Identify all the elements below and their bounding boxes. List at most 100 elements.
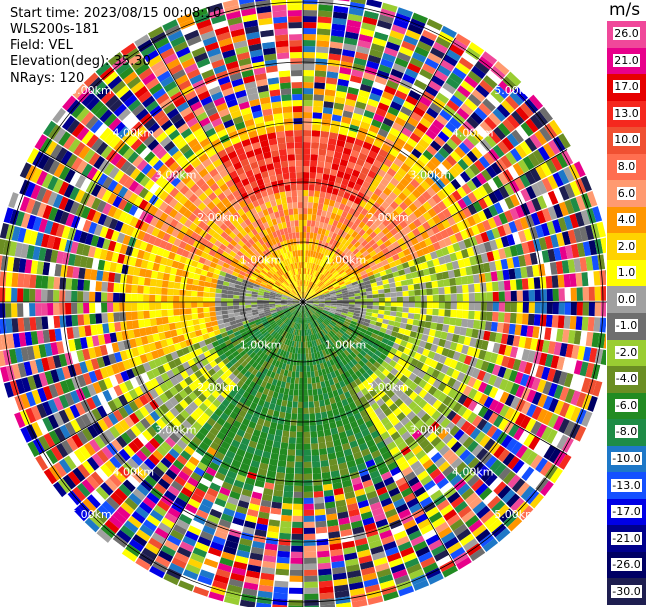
radar-gate xyxy=(525,489,540,505)
radar-gate xyxy=(354,362,362,371)
radar-gate xyxy=(350,320,358,326)
radar-gate xyxy=(446,49,461,62)
radar-gate xyxy=(558,185,570,201)
radar-gate xyxy=(318,568,332,576)
radar-gate xyxy=(443,278,451,287)
radar-gate xyxy=(350,278,358,284)
radar-gate xyxy=(107,302,114,313)
radar-gate xyxy=(324,217,330,224)
radar-gate xyxy=(356,276,363,281)
radar-gate xyxy=(449,43,465,57)
radar-gate xyxy=(155,279,163,288)
radar-gate xyxy=(597,254,606,270)
radar-gate xyxy=(432,193,442,204)
radar-gate xyxy=(406,318,414,325)
radar-gate xyxy=(309,281,313,288)
radar-gate xyxy=(341,238,348,246)
radar-gate xyxy=(361,273,369,279)
radar-gate xyxy=(345,330,352,336)
radar-gate xyxy=(570,390,581,406)
radar-gate xyxy=(521,242,530,255)
radar-gate xyxy=(215,306,222,312)
radar-gate xyxy=(478,102,492,116)
radar-gate xyxy=(205,321,213,328)
radar-gate xyxy=(398,229,407,238)
radar-gate xyxy=(489,239,498,251)
radar-gate xyxy=(404,158,415,168)
radar-gate xyxy=(438,355,447,364)
radar-gate xyxy=(441,126,454,138)
radar-gate xyxy=(324,263,330,270)
radar-gate xyxy=(480,292,487,302)
radar-gate xyxy=(564,388,575,404)
radar-gate xyxy=(381,337,389,345)
radar-gate xyxy=(504,291,511,302)
radar-gate xyxy=(303,449,312,456)
radar-gate xyxy=(325,192,332,200)
radar-gate xyxy=(209,287,216,293)
radar-gate xyxy=(510,302,517,313)
radar-gate xyxy=(167,309,174,317)
radar-gate xyxy=(354,378,362,386)
radar-gate xyxy=(284,479,294,486)
radar-gate xyxy=(347,180,356,189)
radar-gate xyxy=(373,435,383,445)
radar-gate xyxy=(304,292,308,299)
radar-gate xyxy=(96,270,104,281)
radar-gate xyxy=(310,431,318,438)
radar-gate xyxy=(306,296,312,300)
radar-gate xyxy=(558,418,570,434)
radar-gate xyxy=(309,359,313,366)
radar-gate xyxy=(370,164,380,174)
radar-gate xyxy=(366,368,374,376)
radar-gate xyxy=(303,52,315,59)
radar-gate xyxy=(360,270,367,276)
radar-gate xyxy=(432,287,439,295)
radar-gate xyxy=(137,302,144,311)
radar-gate xyxy=(467,376,477,388)
radar-gate xyxy=(400,340,408,348)
radar-gate xyxy=(324,95,335,103)
radar-gate xyxy=(469,163,481,176)
radar-gate xyxy=(340,61,353,69)
radar-gate xyxy=(337,243,344,251)
radar-gate xyxy=(314,82,326,90)
radar-gate xyxy=(307,301,313,302)
radar-gate xyxy=(386,167,397,177)
radar-gate xyxy=(312,467,321,474)
radar-gate xyxy=(339,283,346,288)
radar-gate xyxy=(441,186,452,197)
radar-gate xyxy=(489,352,499,364)
radar-gate xyxy=(551,315,559,328)
radar-gate xyxy=(594,286,601,301)
radar-gate xyxy=(274,580,289,588)
radar-gate xyxy=(308,190,315,197)
radar-gate xyxy=(303,473,313,480)
radar-gate xyxy=(292,509,303,516)
radar-gate xyxy=(597,365,606,381)
radar-gate xyxy=(344,278,351,284)
radar-gate xyxy=(239,305,246,309)
radar-gate xyxy=(310,291,316,296)
radar-gate xyxy=(353,310,361,314)
radar-gate xyxy=(462,408,473,420)
radar-gate xyxy=(131,275,139,285)
radar-gate xyxy=(450,302,457,310)
radar-gate xyxy=(343,205,351,213)
radar-gate xyxy=(11,318,19,333)
radar-gate xyxy=(466,247,475,257)
radar-gate xyxy=(430,182,441,194)
radar-gate xyxy=(432,302,439,309)
radar-gate xyxy=(341,312,348,316)
radar-gate xyxy=(354,299,361,302)
radar-gate xyxy=(311,314,316,321)
radar-gate xyxy=(173,282,181,289)
radar-gate xyxy=(558,133,571,149)
radar-gate xyxy=(542,208,552,222)
radar-gate xyxy=(203,307,210,313)
radar-gate xyxy=(297,347,301,354)
radar-gate xyxy=(480,231,490,243)
radar-gate xyxy=(537,146,551,161)
radar-gate xyxy=(425,315,433,322)
radar-gate xyxy=(330,120,341,128)
